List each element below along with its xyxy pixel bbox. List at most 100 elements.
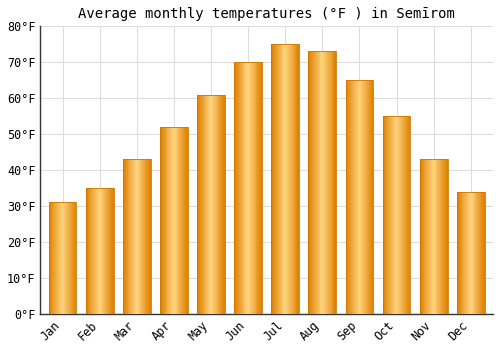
Bar xyxy=(445,159,446,314)
Bar xyxy=(277,44,278,314)
Bar xyxy=(102,188,104,314)
Bar xyxy=(396,116,398,314)
Bar xyxy=(104,188,105,314)
Bar xyxy=(88,188,90,314)
Bar xyxy=(242,62,244,314)
Bar xyxy=(457,192,458,314)
Bar xyxy=(441,159,442,314)
Bar xyxy=(420,159,448,314)
Bar xyxy=(214,94,216,314)
Bar xyxy=(99,188,100,314)
Bar xyxy=(248,62,249,314)
Bar xyxy=(180,127,182,314)
Bar xyxy=(147,159,148,314)
Bar xyxy=(123,159,150,314)
Bar xyxy=(462,192,464,314)
Bar xyxy=(97,188,98,314)
Bar xyxy=(252,62,253,314)
Bar xyxy=(401,116,402,314)
Bar xyxy=(290,44,291,314)
Bar xyxy=(405,116,406,314)
Bar xyxy=(360,80,362,314)
Bar xyxy=(320,51,322,314)
Bar xyxy=(67,202,68,314)
Bar xyxy=(353,80,354,314)
Bar xyxy=(465,192,466,314)
Bar xyxy=(206,94,208,314)
Bar xyxy=(184,127,185,314)
Bar xyxy=(249,62,250,314)
Bar xyxy=(384,116,386,314)
Bar xyxy=(64,202,66,314)
Bar xyxy=(209,94,210,314)
Bar xyxy=(289,44,290,314)
Bar xyxy=(392,116,393,314)
Bar xyxy=(174,127,175,314)
Bar xyxy=(468,192,469,314)
Bar xyxy=(276,44,277,314)
Bar xyxy=(428,159,429,314)
Bar xyxy=(467,192,468,314)
Bar xyxy=(60,202,62,314)
Bar xyxy=(216,94,218,314)
Bar xyxy=(273,44,274,314)
Bar xyxy=(408,116,410,314)
Bar xyxy=(313,51,314,314)
Bar xyxy=(315,51,316,314)
Bar xyxy=(234,62,262,314)
Bar xyxy=(261,62,262,314)
Bar xyxy=(394,116,396,314)
Bar xyxy=(133,159,134,314)
Bar xyxy=(346,80,374,314)
Bar xyxy=(260,62,261,314)
Bar xyxy=(470,192,471,314)
Bar xyxy=(110,188,111,314)
Bar xyxy=(312,51,313,314)
Bar xyxy=(86,188,114,314)
Bar xyxy=(291,44,292,314)
Bar xyxy=(212,94,213,314)
Bar xyxy=(131,159,132,314)
Bar xyxy=(438,159,439,314)
Bar xyxy=(436,159,438,314)
Title: Average monthly temperatures (°F ) in Semīrom: Average monthly temperatures (°F ) in Se… xyxy=(78,7,455,21)
Bar xyxy=(429,159,430,314)
Bar xyxy=(96,188,97,314)
Bar xyxy=(442,159,443,314)
Bar xyxy=(278,44,280,314)
Bar xyxy=(362,80,363,314)
Bar xyxy=(329,51,330,314)
Bar xyxy=(439,159,440,314)
Bar xyxy=(354,80,355,314)
Bar xyxy=(296,44,298,314)
Bar xyxy=(444,159,445,314)
Bar xyxy=(431,159,432,314)
Bar xyxy=(208,94,209,314)
Bar xyxy=(356,80,358,314)
Bar xyxy=(402,116,403,314)
Bar xyxy=(92,188,93,314)
Bar xyxy=(57,202,58,314)
Bar xyxy=(168,127,170,314)
Bar xyxy=(237,62,238,314)
Bar xyxy=(420,159,422,314)
Bar xyxy=(403,116,404,314)
Bar xyxy=(404,116,405,314)
Bar xyxy=(161,127,162,314)
Bar xyxy=(204,94,206,314)
Bar xyxy=(166,127,168,314)
Bar xyxy=(170,127,171,314)
Bar xyxy=(314,51,315,314)
Bar xyxy=(73,202,74,314)
Bar xyxy=(126,159,128,314)
Bar xyxy=(173,127,174,314)
Bar xyxy=(95,188,96,314)
Bar xyxy=(107,188,108,314)
Bar xyxy=(246,62,247,314)
Bar xyxy=(389,116,390,314)
Bar xyxy=(391,116,392,314)
Bar xyxy=(235,62,236,314)
Bar xyxy=(145,159,146,314)
Bar xyxy=(172,127,173,314)
Bar xyxy=(48,202,50,314)
